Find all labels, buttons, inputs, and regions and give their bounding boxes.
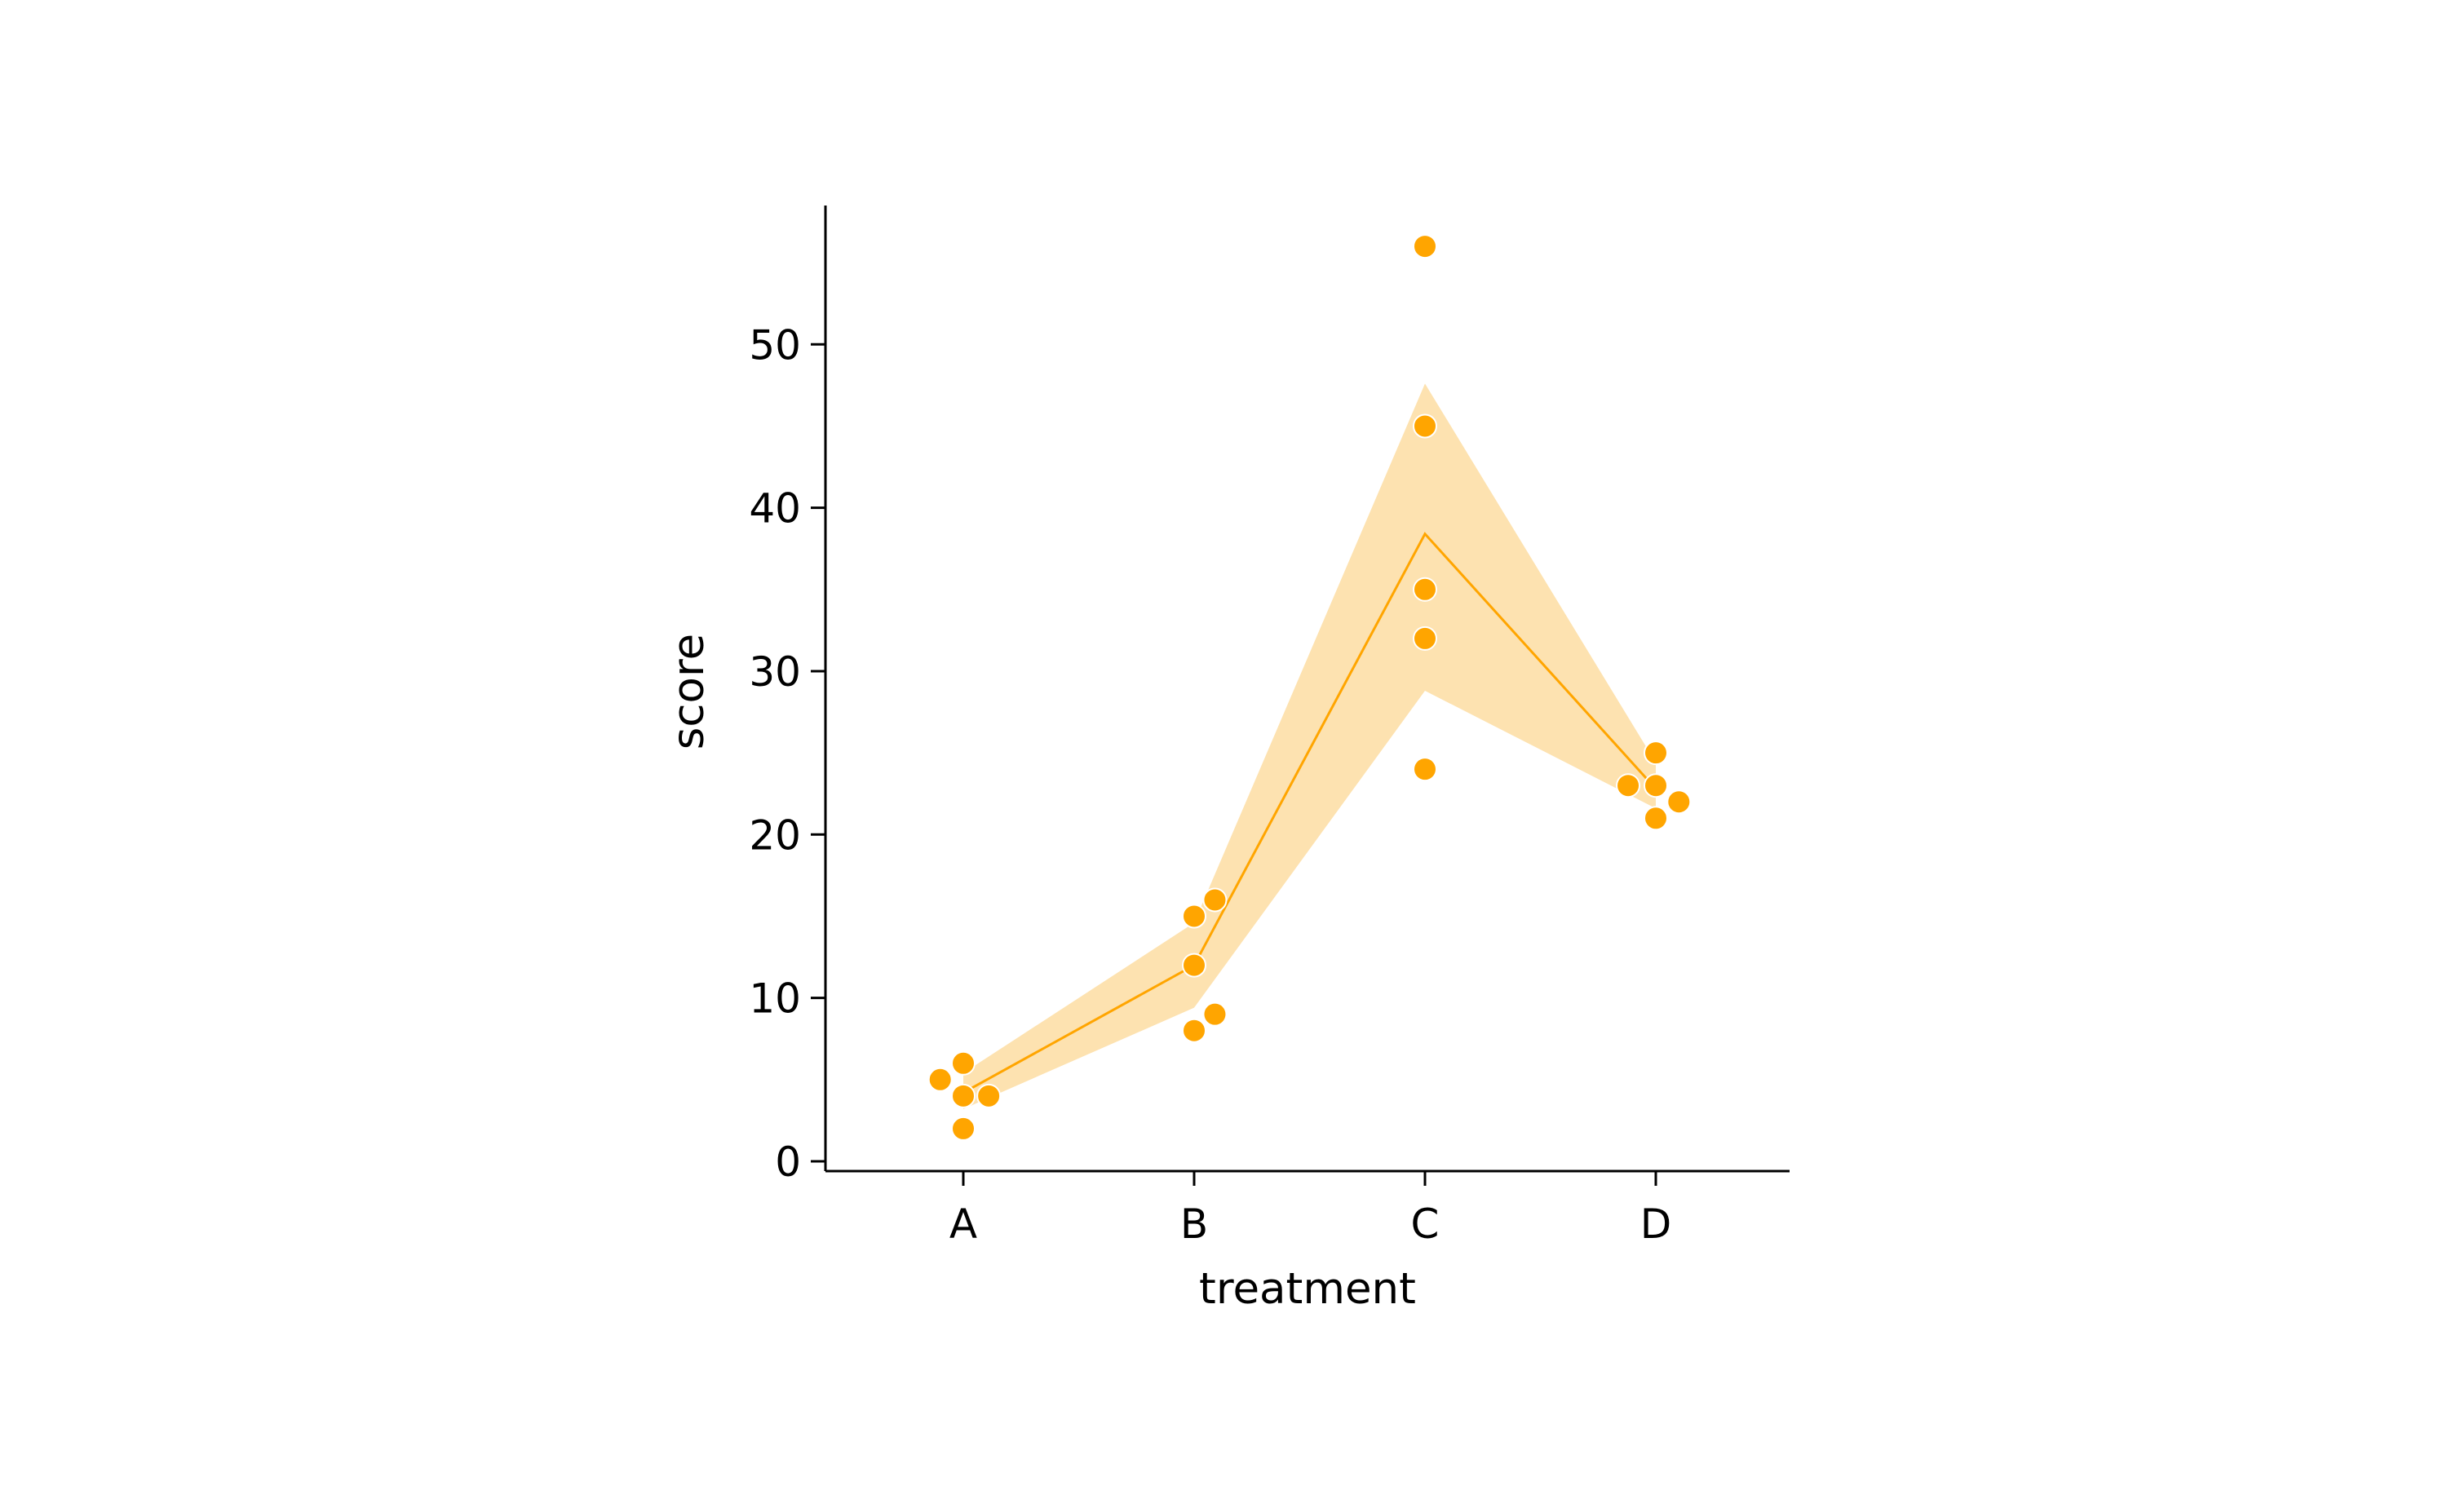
- y-tick-label: 10: [749, 975, 801, 1023]
- data-point: [951, 1116, 976, 1141]
- y-tick-label: 50: [749, 321, 801, 369]
- y-tick-label: 0: [775, 1138, 801, 1186]
- data-point: [1413, 413, 1437, 439]
- data-point: [1644, 806, 1668, 831]
- data-point: [1202, 1001, 1228, 1027]
- mean-line: [962, 532, 1657, 1094]
- x-tick-label: D: [1640, 1200, 1672, 1248]
- x-tick-label: B: [1180, 1200, 1208, 1248]
- data-point: [927, 1067, 953, 1092]
- data-point: [1182, 1018, 1206, 1043]
- confidence-band: [963, 383, 1656, 1109]
- points-layer: [927, 234, 1692, 1141]
- data-point: [1644, 773, 1668, 798]
- confidence-band-layer: [963, 383, 1656, 1109]
- data-point: [1182, 904, 1206, 929]
- data-point: [1413, 234, 1437, 259]
- y-tick-label: 20: [749, 811, 801, 859]
- y-tick-label: 30: [749, 648, 801, 696]
- data-point: [1413, 577, 1437, 602]
- data-point: [976, 1083, 1002, 1108]
- data-point: [1666, 789, 1692, 815]
- y-axis-label: score: [664, 634, 714, 749]
- x-axis-label: treatment: [1199, 1264, 1416, 1314]
- data-point: [1616, 773, 1641, 798]
- data-point: [1413, 626, 1437, 651]
- x-tick-label: C: [1411, 1200, 1440, 1248]
- mean-line-layer: [962, 532, 1657, 1094]
- data-point: [951, 1050, 976, 1076]
- axes-layer: 0 10 20 30 40 50 A B C D: [749, 206, 1790, 1248]
- data-point: [1644, 741, 1668, 766]
- data-point: [1202, 887, 1228, 913]
- data-point: [951, 1083, 976, 1108]
- y-tick-label: 40: [749, 485, 801, 533]
- data-point: [1182, 953, 1206, 978]
- x-tick-label: A: [949, 1200, 977, 1248]
- data-point: [1413, 757, 1437, 782]
